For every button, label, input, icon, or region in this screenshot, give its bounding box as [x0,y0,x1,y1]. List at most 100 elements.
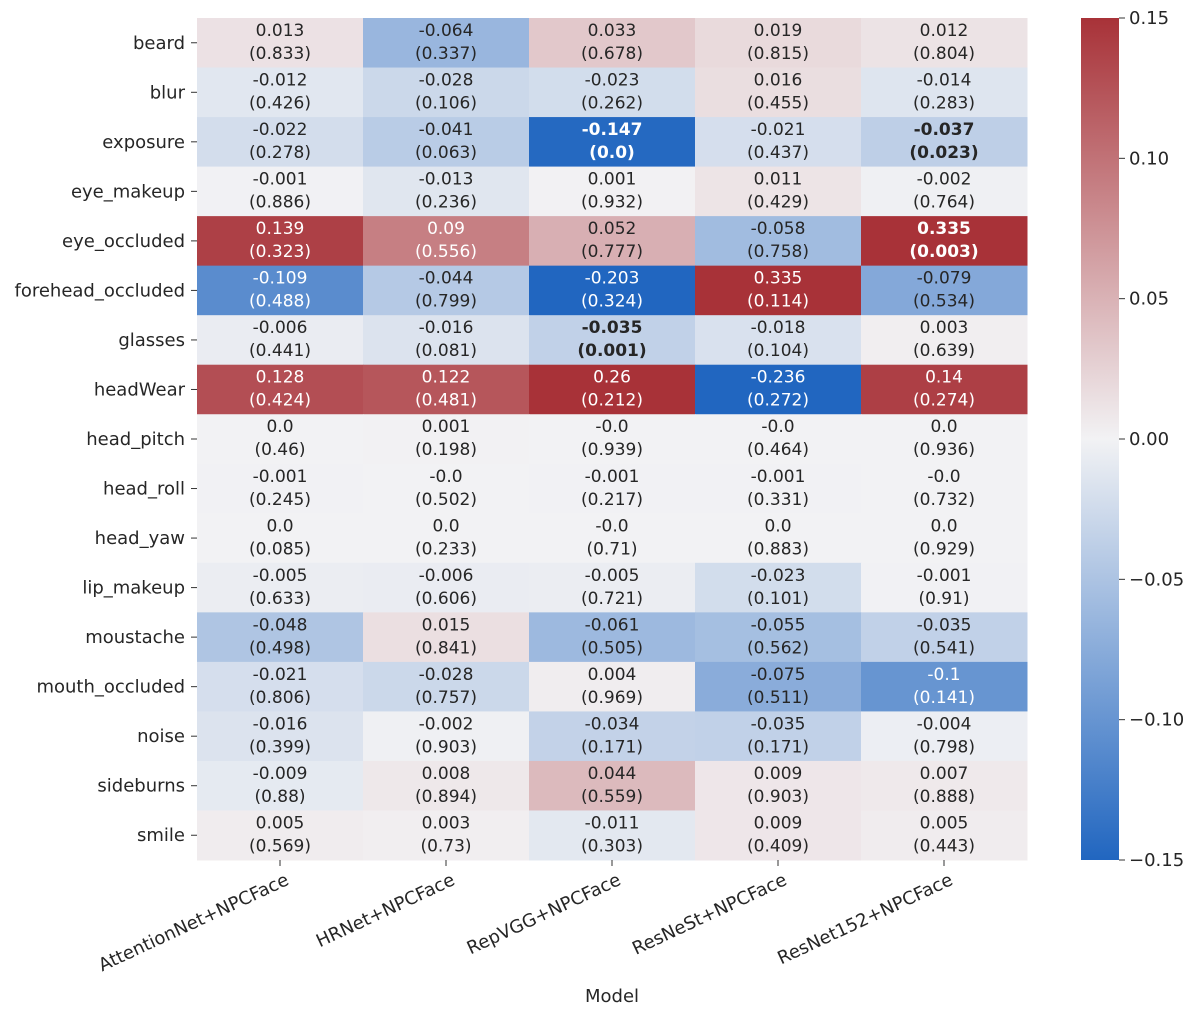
cell-value-label: 0.008 [422,764,471,784]
heatmap-cell [197,216,364,267]
cell-pvalue-label: (0.606) [415,589,477,609]
heatmap-cell [529,67,696,118]
cell-pvalue-label: (0.323) [249,242,311,262]
cell-value-label: -0.009 [253,764,308,784]
colorbar-ticks: 0.15 0.10 0.05 0.00 −0.05 −0.10 −0.15 [1119,8,1184,871]
cell-value-label: 0.009 [754,813,803,833]
cell-value-label: 0.0 [764,516,791,536]
row-label: forehead_occluded [14,280,185,301]
cell-pvalue-label: (0.758) [747,242,809,262]
cell-value-label: -0.016 [253,714,308,734]
row-label: mouth_occluded [36,677,185,698]
colorbar-tick-label: 0.05 [1129,289,1169,310]
row-label: exposure [102,132,185,153]
x-axis-label: Model [585,986,639,1007]
cell-pvalue-label: (0.511) [747,688,809,708]
heatmap-cell [695,513,862,564]
heatmap-cell [529,810,696,861]
cell-pvalue-label: (0.426) [249,94,311,114]
heatmap-cell [695,414,862,465]
heatmap-cell [861,216,1028,267]
cell-pvalue-label: (0.541) [913,638,975,658]
cell-pvalue-label: (0.114) [747,292,809,312]
heatmap-cell [529,513,696,564]
cell-pvalue-label: (0.001) [577,341,646,361]
heatmap-cell [197,562,364,613]
cell-value-label: -0.075 [751,665,806,685]
heatmap-cell [861,364,1028,415]
cell-pvalue-label: (0.505) [581,638,643,658]
heatmap-cell [363,661,530,712]
heatmap-cell [197,18,364,69]
heatmap-cell [861,513,1028,564]
cell-pvalue-label: (0.441) [249,341,311,361]
heatmap-cell [529,612,696,663]
heatmap-cell [197,117,364,168]
heatmap-cell [363,513,530,564]
cell-value-label: 0.0 [930,516,957,536]
cell-pvalue-label: (0.063) [415,143,477,163]
heatmap-cell [529,166,696,217]
heatmap-cell [197,414,364,465]
cell-pvalue-label: (0.556) [415,242,477,262]
cell-value-label: 0.335 [917,219,971,239]
row-label: head_roll [103,479,185,500]
cell-pvalue-label: (0.023) [909,143,978,163]
cell-pvalue-label: (0.104) [747,341,809,361]
cell-pvalue-label: (0.488) [249,292,311,312]
cell-value-label: -0.001 [253,170,308,190]
heatmap-cell [861,117,1028,168]
colorbar-tick-label: 0.10 [1129,148,1169,169]
cell-pvalue-label: (0.559) [581,787,643,807]
heatmap-cell [695,315,862,366]
heatmap-cell [695,463,862,514]
cell-pvalue-label: (0.443) [913,836,975,856]
row-labels: beard blur exposure eye_makeup eye_occludedf… [14,33,197,846]
heatmap-cell [529,414,696,465]
cell-value-label: 0.128 [256,368,305,388]
cell-pvalue-label: (0.764) [913,193,975,213]
row-label: headWear [94,379,186,400]
cell-value-label: -0.023 [751,566,806,586]
cell-pvalue-label: (0.633) [249,589,311,609]
column-label: RepVGG+NPCFace [464,870,624,960]
heatmap-cell [197,711,364,762]
cell-pvalue-label: (0.936) [913,440,975,460]
cell-pvalue-label: (0.003) [909,242,978,262]
cell-value-label: -0.055 [751,615,806,635]
cell-pvalue-label: (0.0) [589,143,635,163]
row-label: glasses [118,330,185,351]
row-label: head_pitch [86,429,185,450]
cell-value-label: -0.001 [253,467,308,487]
cell-value-label: -0.109 [253,269,308,289]
heatmap-cell [861,265,1028,316]
heatmap-cell [363,166,530,217]
cell-pvalue-label: (0.106) [415,94,477,114]
cell-pvalue-label: (0.833) [249,44,311,64]
cell-pvalue-label: (0.939) [581,440,643,460]
cell-pvalue-label: (0.534) [913,292,975,312]
heatmap-cell [197,315,364,366]
heatmap-cell [695,711,862,762]
cell-value-label: 0.001 [588,170,637,190]
cell-value-label: -0.203 [585,269,640,289]
heatmap-cell [529,364,696,415]
heatmap-cell [529,562,696,613]
cell-pvalue-label: (0.303) [581,836,643,856]
cell-pvalue-label: (0.409) [747,836,809,856]
cell-pvalue-label: (0.757) [415,688,477,708]
cell-value-label: -0.061 [585,615,640,635]
cell-value-label: 0.001 [422,417,471,437]
column-label: AttentionNet+NPCFace [95,870,292,977]
heatmap-cell [861,166,1028,217]
cell-value-label: -0.014 [917,71,972,91]
heatmap-cell [861,414,1028,465]
cell-value-label: -0.035 [917,615,972,635]
cell-value-label: 0.0 [432,516,459,536]
cell-value-label: -0.001 [585,467,640,487]
cell-pvalue-label: (0.424) [249,391,311,411]
cell-value-label: 0.0 [266,417,293,437]
cell-value-label: -0.023 [585,71,640,91]
cell-pvalue-label: (0.894) [415,787,477,807]
heatmap-cell [529,661,696,712]
